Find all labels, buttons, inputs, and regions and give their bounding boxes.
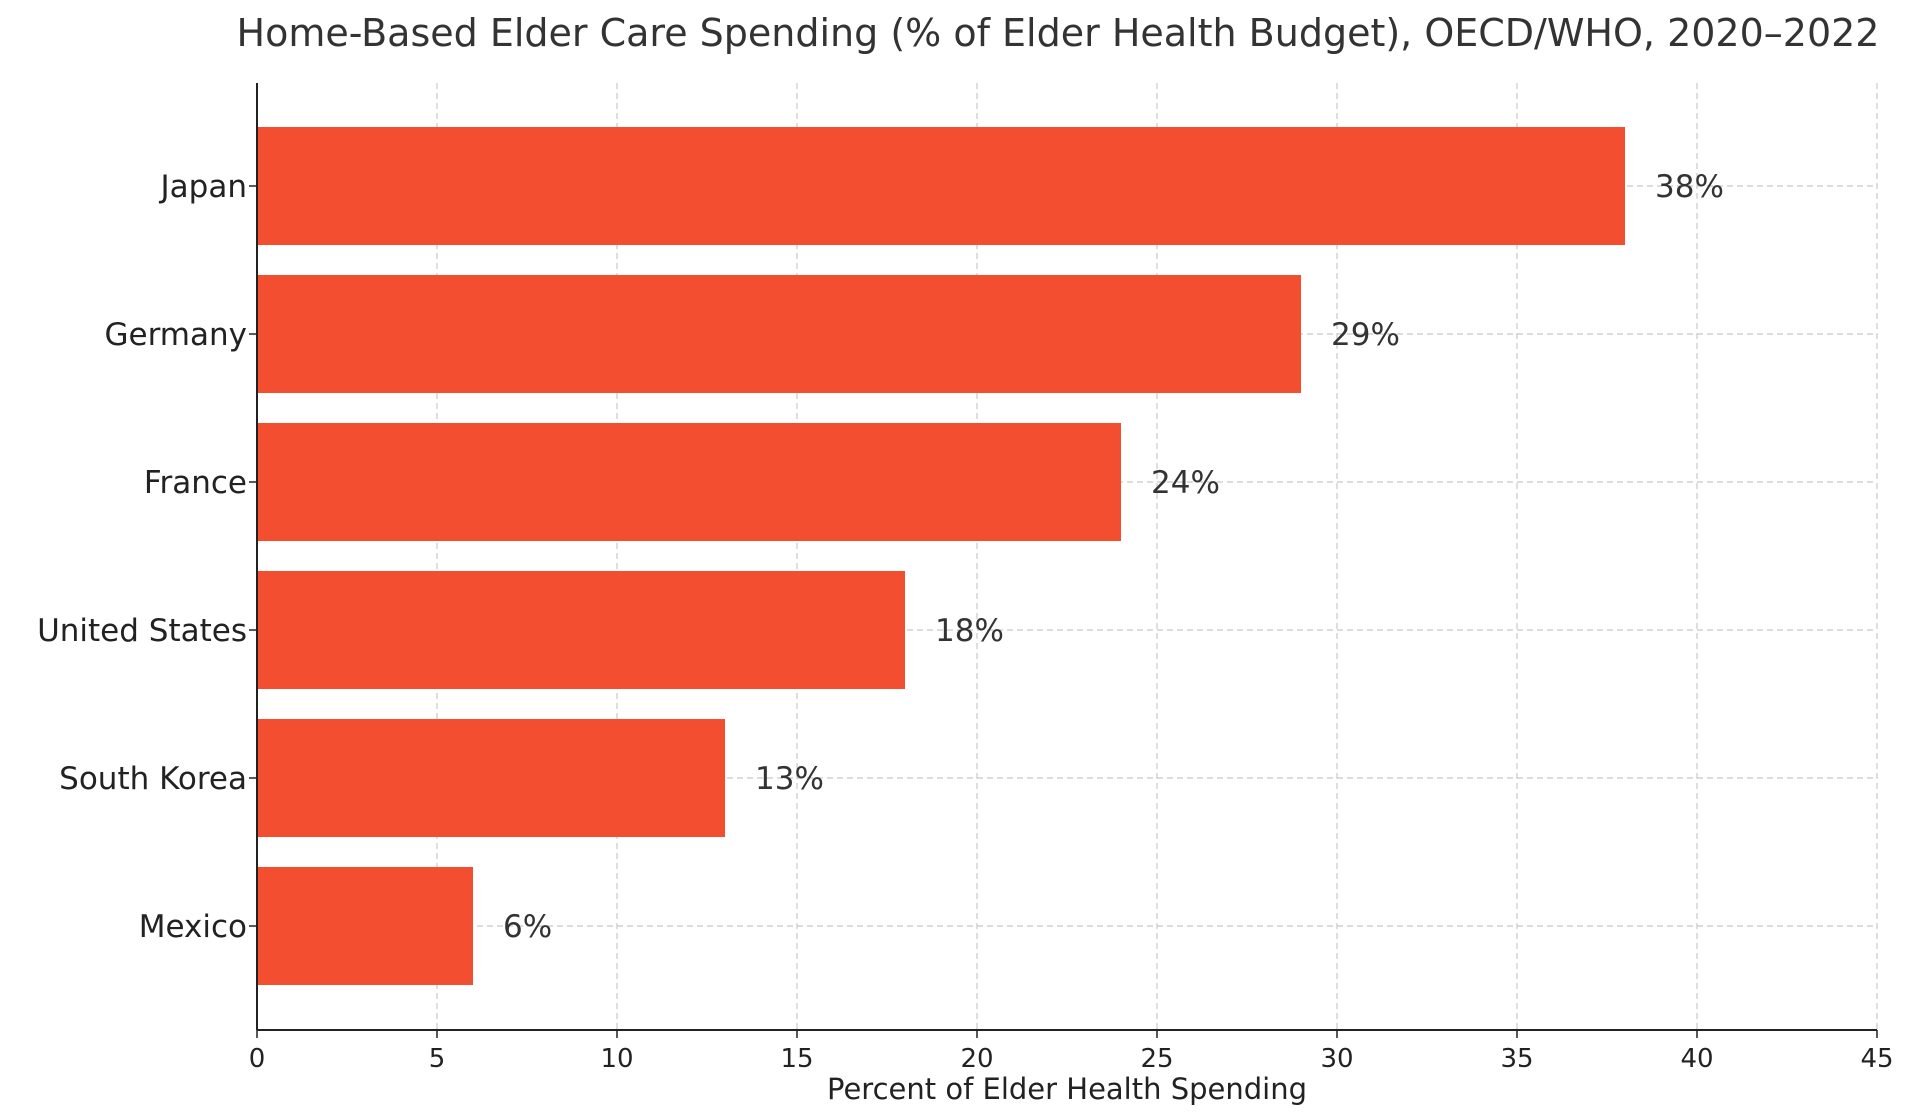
bars: [257, 127, 1625, 985]
bar-france: [257, 423, 1121, 541]
data-label-south-korea: 13%: [755, 761, 824, 797]
data-labels: 38% Japan 29% Germany 24% France 18% United Sta…: [37, 169, 1724, 945]
x-tick-label-15: 15: [780, 1044, 813, 1074]
axes: 0 5 10 15 20 25 30 35 40 45: [249, 83, 1894, 1074]
bar-united-states: [257, 571, 905, 689]
bar-mexico: [257, 867, 473, 985]
x-axis-label: Percent of Elder Health Spending: [827, 1072, 1307, 1106]
y-tick-label-japan: Japan: [159, 169, 247, 205]
y-tick-label-france: France: [144, 465, 247, 501]
x-tick-label-25: 25: [1140, 1044, 1173, 1074]
x-tick-label-0: 0: [249, 1044, 266, 1074]
y-tick-label-germany: Germany: [105, 317, 247, 353]
data-label-mexico: 6%: [503, 909, 552, 945]
x-tick-label-10: 10: [600, 1044, 633, 1074]
x-tick-label-20: 20: [960, 1044, 993, 1074]
data-label-japan: 38%: [1655, 169, 1724, 205]
chart-title: Home-Based Elder Care Spending (% of Eld…: [237, 11, 1880, 55]
y-tick-label-united-states: United States: [37, 613, 247, 649]
x-tick-label-30: 30: [1320, 1044, 1353, 1074]
bar-japan: [257, 127, 1625, 245]
data-label-france: 24%: [1151, 465, 1220, 501]
bar-south-korea: [257, 719, 725, 837]
x-tick-label-5: 5: [429, 1044, 446, 1074]
x-tick-label-40: 40: [1680, 1044, 1713, 1074]
y-tick-label-south-korea: South Korea: [59, 761, 247, 797]
data-label-germany: 29%: [1331, 317, 1400, 353]
data-label-united-states: 18%: [935, 613, 1004, 649]
bar-germany: [257, 275, 1301, 393]
x-tick-label-35: 35: [1500, 1044, 1533, 1074]
x-tick-label-45: 45: [1860, 1044, 1893, 1074]
y-tick-label-mexico: Mexico: [139, 909, 247, 945]
